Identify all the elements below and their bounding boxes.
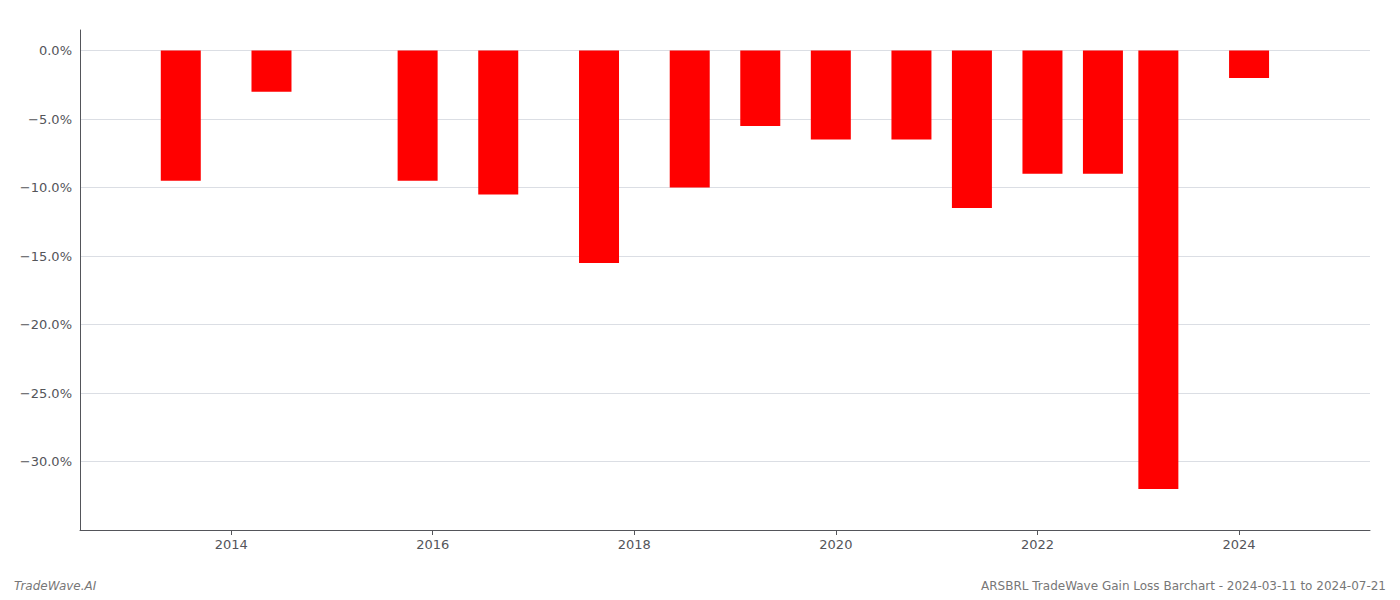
svg-text:−15.0%: −15.0%: [20, 249, 72, 264]
svg-text:2016: 2016: [416, 537, 449, 552]
svg-text:2014: 2014: [215, 537, 248, 552]
svg-text:2024: 2024: [1222, 537, 1255, 552]
svg-text:2020: 2020: [819, 537, 852, 552]
svg-text:2018: 2018: [618, 537, 651, 552]
svg-text:TradeWave.AI: TradeWave.AI: [14, 579, 97, 593]
svg-text:ARSBRL TradeWave Gain Loss Bar: ARSBRL TradeWave Gain Loss Barchart - 20…: [981, 579, 1386, 593]
svg-text:−10.0%: −10.0%: [20, 180, 72, 195]
svg-text:−25.0%: −25.0%: [20, 386, 72, 401]
svg-text:−5.0%: −5.0%: [28, 112, 72, 127]
svg-text:−30.0%: −30.0%: [20, 454, 72, 469]
svg-text:−20.0%: −20.0%: [20, 317, 72, 332]
svg-text:0.0%: 0.0%: [39, 43, 72, 58]
svg-text:2022: 2022: [1021, 537, 1054, 552]
